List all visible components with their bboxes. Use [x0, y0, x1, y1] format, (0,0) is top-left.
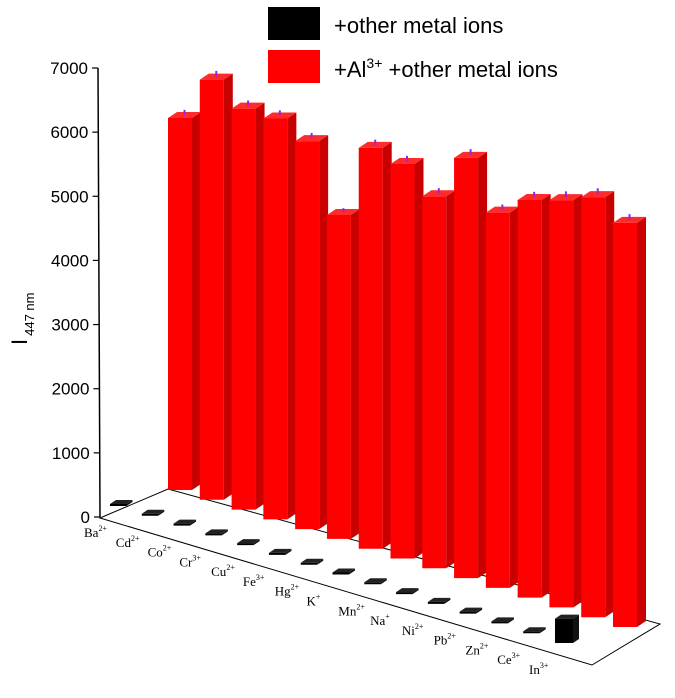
- y-axis-title-base: I: [7, 339, 32, 345]
- category-label: In3+: [529, 661, 549, 677]
- red-bar: [454, 151, 488, 579]
- black-bar: [459, 607, 483, 614]
- red-bar: [231, 102, 265, 510]
- category-label: Cd2+: [116, 534, 140, 550]
- red-bar: [422, 190, 456, 569]
- y-axis-title: I 447 nm: [7, 293, 37, 346]
- legend-swatch-black: [268, 7, 320, 40]
- black-bar: [141, 509, 165, 516]
- bars: [110, 70, 646, 643]
- y-tick-label: 7000: [50, 59, 88, 78]
- red-bar: [295, 135, 329, 530]
- y-tick-label: 2000: [52, 380, 90, 399]
- category-label: Cu2+: [211, 563, 235, 579]
- black-bar: [491, 617, 514, 624]
- category-label: Hg2+: [275, 583, 300, 599]
- black-bar: [396, 588, 419, 595]
- y-axis-title-sub: 447 nm: [22, 293, 37, 336]
- black-bar: [555, 614, 579, 643]
- black-bar: [205, 529, 228, 536]
- category-label: Na+: [370, 612, 390, 628]
- category-label: Ba2+: [84, 524, 107, 540]
- legend-label-red-sup: 3+: [366, 55, 382, 71]
- category-label: Co2+: [148, 544, 172, 560]
- category-label: Fe3+: [243, 573, 265, 589]
- y-axis: 0 1000 2000 3000 4000 5000 6000 7000: [50, 59, 101, 527]
- red-bar: [168, 111, 201, 490]
- legend: +other metal ions +Al3+ +other metal ion…: [268, 7, 558, 83]
- category-labels: Ba2+ Cd2+ Co2+ Cr3+ Cu2+ Fe3+ Hg2+ K+ Mn2+ Na+ Ni2…: [84, 524, 549, 677]
- y-tick-label: 0: [81, 508, 90, 527]
- black-bar: [110, 500, 133, 506]
- black-bar: [268, 548, 292, 555]
- red-bar: [390, 158, 424, 559]
- red-bar: [613, 216, 646, 627]
- y-tick-label: 1000: [52, 444, 90, 463]
- legend-label-red-base: +Al: [334, 57, 366, 82]
- category-label: Cr3+: [179, 553, 201, 569]
- category-label: Ni2+: [402, 622, 424, 638]
- red-bar: [485, 206, 519, 588]
- legend-label-red: +Al3+ +other metal ions: [334, 55, 558, 82]
- black-bar: [332, 568, 355, 575]
- red-bar: [199, 73, 233, 500]
- black-bar: [427, 597, 451, 604]
- red-bar: [326, 209, 360, 539]
- black-bar: [237, 539, 260, 546]
- category-label: K+: [307, 593, 321, 609]
- category-label: Pb2+: [434, 632, 457, 648]
- black-bar: [173, 519, 197, 526]
- red-bar: [517, 193, 551, 598]
- y-tick-label: 4000: [51, 251, 89, 270]
- legend-swatch-red: [268, 50, 320, 83]
- red-bar: [358, 141, 392, 549]
- category-label: Mn2+: [338, 602, 365, 618]
- floor-plane: [98, 488, 662, 666]
- category-label: Ce3+: [497, 651, 520, 667]
- black-bar: [364, 578, 387, 585]
- y-tick-label: 5000: [51, 187, 89, 206]
- red-bar: [549, 194, 583, 608]
- y-tick-label: 6000: [50, 123, 88, 142]
- category-label: Zn2+: [465, 641, 488, 657]
- legend-label-black: +other metal ions: [334, 13, 503, 38]
- red-bar: [581, 191, 615, 618]
- y-tick-label: 3000: [51, 316, 89, 335]
- red-bar: [263, 112, 297, 520]
- y-axis-line: [97, 67, 101, 518]
- black-bar: [523, 627, 546, 634]
- floor: [98, 488, 662, 666]
- black-bar: [300, 558, 324, 565]
- legend-label-red-rest: +other metal ions: [382, 57, 557, 82]
